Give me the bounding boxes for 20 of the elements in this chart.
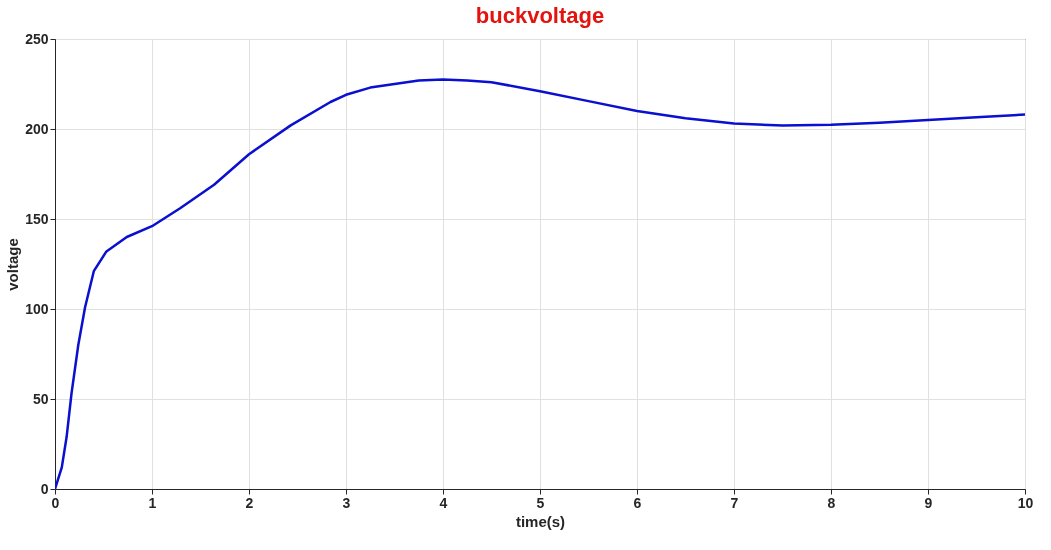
x-tick-label: 8 xyxy=(827,494,836,511)
x-tick-label: 7 xyxy=(730,494,739,511)
y-tick-label: 250 xyxy=(25,30,49,47)
x-tick-label: 2 xyxy=(245,494,254,511)
x-tick-label: 9 xyxy=(924,494,933,511)
x-tick-label: 10 xyxy=(1017,494,1034,511)
x-tick-label: 1 xyxy=(148,494,157,511)
y-tick-label: 0 xyxy=(40,480,49,497)
x-tick-label: 6 xyxy=(633,494,642,511)
x-tick-label: 3 xyxy=(342,494,351,511)
x-tick-label: 5 xyxy=(536,494,545,511)
x-tick-label: 4 xyxy=(439,494,448,511)
y-tick-label: 100 xyxy=(25,300,49,317)
x-axis-title: time(s) xyxy=(515,512,566,530)
y-tick-label: 50 xyxy=(32,390,49,407)
x-tick-label: 0 xyxy=(51,494,60,511)
y-tick-label: 150 xyxy=(25,210,49,227)
chart-title: buckvoltage xyxy=(475,3,605,28)
y-tick-label: 200 xyxy=(25,120,49,137)
y-axis-title: voltage xyxy=(4,238,22,291)
